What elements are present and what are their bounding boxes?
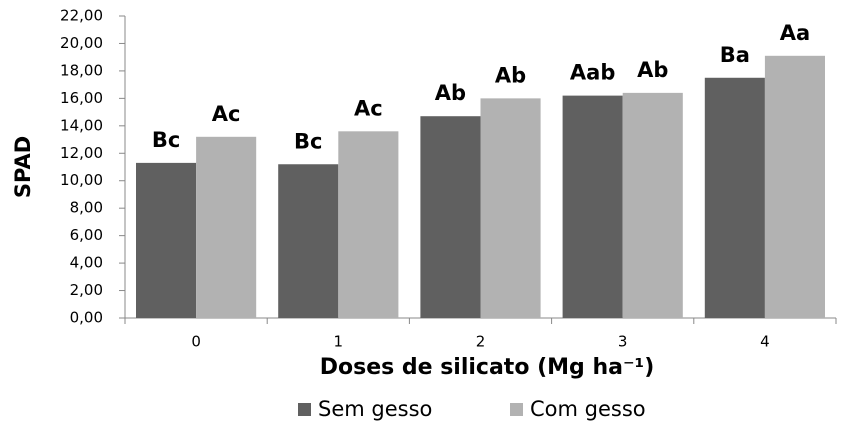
x-tick-label: 4 — [760, 333, 770, 351]
y-tick-label: 18,00 — [60, 61, 103, 79]
value-label: Bc — [294, 129, 322, 153]
legend-swatch — [510, 403, 523, 416]
value-label: Ab — [637, 58, 668, 82]
y-tick-label: 22,00 — [60, 7, 103, 25]
y-tick-label: 16,00 — [60, 89, 103, 107]
bar — [764, 55, 825, 319]
value-label: Aa — [780, 21, 810, 45]
y-axis-title: SPAD — [11, 136, 35, 198]
y-tick-label: 0,00 — [70, 309, 103, 327]
y-tick-label: 14,00 — [60, 116, 103, 134]
value-label: Ac — [212, 102, 241, 126]
x-tick-label: 0 — [191, 333, 201, 351]
bar — [196, 136, 257, 318]
y-tick-label: 6,00 — [70, 226, 103, 244]
legend-swatch — [298, 403, 311, 416]
y-tick-label: 10,00 — [60, 171, 103, 189]
bar — [420, 116, 481, 318]
y-tick-label: 20,00 — [60, 34, 103, 52]
y-tick-label: 12,00 — [60, 144, 103, 162]
legend-label: Com gesso — [530, 397, 646, 421]
value-label: Ba — [720, 43, 750, 67]
bar — [480, 98, 541, 318]
legend-label: Sem gesso — [318, 397, 432, 421]
x-axis-title: Doses de silicato (Mg ha⁻¹) — [320, 355, 655, 380]
bar — [278, 164, 339, 318]
y-tick-label: 2,00 — [70, 281, 103, 299]
y-tick-label: 8,00 — [70, 199, 103, 217]
bar — [338, 131, 399, 318]
bar — [562, 95, 623, 318]
value-label: Ac — [354, 96, 383, 120]
x-tick-label: 1 — [334, 333, 344, 351]
bar — [136, 162, 197, 318]
x-tick-label: 2 — [476, 333, 486, 351]
bar — [704, 77, 765, 318]
y-tick-label: 4,00 — [70, 254, 103, 272]
value-label: Ab — [495, 63, 526, 87]
x-tick-label: 3 — [618, 333, 628, 351]
bar — [622, 92, 683, 318]
value-label: Ab — [435, 81, 466, 105]
value-label: Bc — [152, 128, 180, 152]
value-label: Aab — [570, 61, 615, 85]
